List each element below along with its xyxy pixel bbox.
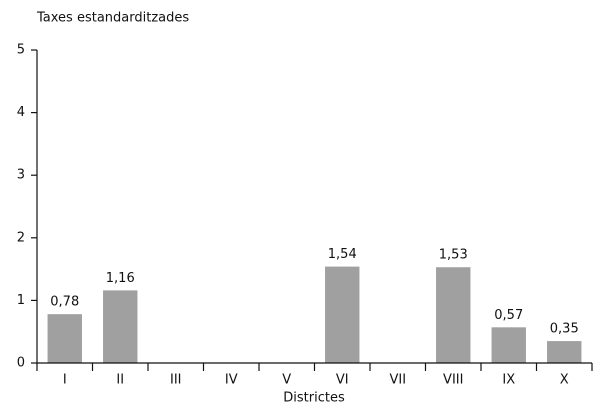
- x-tick-label: VIII: [443, 373, 463, 388]
- bar: [547, 341, 582, 363]
- data-label: 1,54: [328, 247, 357, 262]
- x-tick-label: X: [560, 373, 569, 388]
- x-tick-label: V: [282, 373, 291, 388]
- x-tick-label: VI: [336, 373, 349, 388]
- x-tick-label: II: [116, 373, 124, 388]
- y-tick-label: 4: [17, 105, 25, 120]
- y-tick-label: 0: [17, 356, 25, 371]
- x-tick-label: IV: [225, 373, 238, 388]
- chart-title: Taxes estandarditzades: [36, 11, 189, 26]
- x-tick-label: IX: [502, 373, 515, 388]
- y-tick-label: 2: [17, 230, 25, 245]
- y-tick-label: 5: [17, 43, 25, 58]
- x-axis-label: Districtes: [283, 391, 345, 406]
- x-tick-label: VII: [389, 373, 406, 388]
- y-tick-label: 1: [17, 293, 25, 308]
- bar: [491, 327, 526, 363]
- data-label: 1,16: [106, 271, 135, 286]
- data-label: 1,53: [439, 248, 468, 263]
- data-label: 0,35: [550, 322, 579, 337]
- data-label: 0,78: [50, 295, 79, 310]
- bar: [47, 314, 82, 363]
- x-tick-label: III: [170, 373, 182, 388]
- bar: [436, 267, 471, 363]
- y-tick-label: 3: [17, 168, 25, 183]
- data-label: 0,57: [494, 308, 523, 323]
- x-tick-label: I: [63, 373, 67, 388]
- bar: [103, 290, 138, 363]
- bar: [325, 266, 360, 363]
